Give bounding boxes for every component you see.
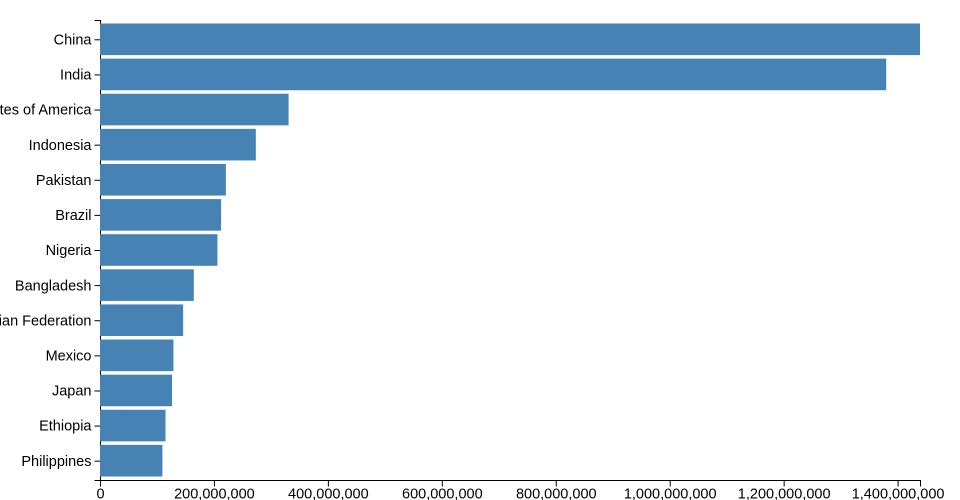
svg-text:Philippines: Philippines xyxy=(21,454,91,470)
svg-text:United States of America: United States of America xyxy=(0,103,92,119)
svg-text:800,000,000: 800,000,000 xyxy=(516,486,597,500)
svg-text:200,000,000: 200,000,000 xyxy=(174,486,255,500)
svg-text:Brazil: Brazil xyxy=(55,208,91,224)
svg-text:Indonesia: Indonesia xyxy=(29,138,93,154)
svg-text:China: China xyxy=(54,32,93,48)
svg-text:Pakistan: Pakistan xyxy=(36,173,92,189)
svg-text:Ethiopia: Ethiopia xyxy=(39,419,92,435)
svg-text:Russian Federation: Russian Federation xyxy=(0,313,92,329)
svg-text:Bangladesh: Bangladesh xyxy=(15,278,92,294)
svg-text:India: India xyxy=(60,68,92,84)
svg-text:1,000,000,000: 1,000,000,000 xyxy=(624,486,717,500)
svg-text:1,200,000,000: 1,200,000,000 xyxy=(738,486,831,500)
svg-text:Mexico: Mexico xyxy=(46,348,92,364)
svg-text:600,000,000: 600,000,000 xyxy=(402,486,483,500)
svg-text:400,000,000: 400,000,000 xyxy=(288,486,369,500)
svg-text:0: 0 xyxy=(96,486,104,500)
svg-text:Nigeria: Nigeria xyxy=(46,243,93,259)
svg-text:1,400,000,000: 1,400,000,000 xyxy=(852,486,945,500)
svg-text:Japan: Japan xyxy=(52,384,92,400)
